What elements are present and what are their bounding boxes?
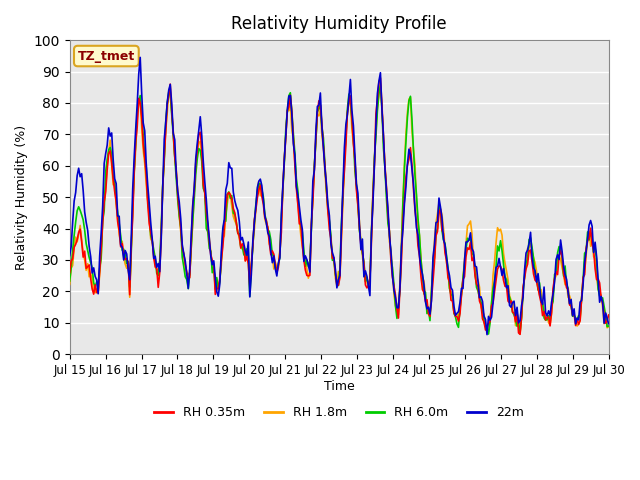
- Text: TZ_tmet: TZ_tmet: [77, 49, 135, 62]
- RH 1.8m: [244, 249, 252, 255]
- RH 6.0m: [376, 83, 384, 89]
- RH 6.0m: [484, 331, 492, 337]
- RH 1.8m: [66, 281, 74, 287]
- 22m: [132, 126, 140, 132]
- RH 0.35m: [132, 139, 140, 144]
- RH 1.8m: [578, 295, 586, 300]
- Line: 22m: 22m: [70, 58, 609, 335]
- RH 6.0m: [227, 195, 234, 201]
- 22m: [255, 178, 262, 184]
- RH 1.8m: [253, 188, 261, 193]
- Line: RH 6.0m: RH 6.0m: [70, 86, 609, 334]
- RH 6.0m: [66, 278, 74, 284]
- RH 1.8m: [301, 255, 309, 261]
- 22m: [136, 55, 144, 60]
- Legend: RH 0.35m, RH 1.8m, RH 6.0m, 22m: RH 0.35m, RH 1.8m, RH 6.0m, 22m: [149, 401, 529, 424]
- RH 6.0m: [132, 138, 140, 144]
- Title: Relativity Humidity Profile: Relativity Humidity Profile: [231, 15, 447, 33]
- RH 1.8m: [227, 191, 234, 197]
- 22m: [66, 252, 74, 258]
- RH 1.8m: [605, 324, 612, 330]
- RH 6.0m: [253, 189, 261, 195]
- X-axis label: Time: Time: [324, 380, 355, 393]
- RH 0.35m: [253, 195, 261, 201]
- RH 1.8m: [516, 331, 524, 337]
- 22m: [228, 166, 236, 171]
- 22m: [246, 294, 253, 300]
- RH 0.35m: [301, 267, 309, 273]
- Y-axis label: Relativity Humidity (%): Relativity Humidity (%): [15, 124, 28, 270]
- Line: RH 0.35m: RH 0.35m: [70, 78, 609, 335]
- RH 1.8m: [132, 146, 140, 152]
- RH 0.35m: [244, 261, 252, 267]
- 22m: [303, 257, 310, 263]
- RH 0.35m: [227, 192, 234, 198]
- RH 6.0m: [605, 323, 612, 329]
- RH 1.8m: [376, 81, 384, 87]
- RH 6.0m: [301, 264, 309, 269]
- RH 6.0m: [578, 295, 586, 301]
- RH 0.35m: [516, 332, 524, 337]
- 22m: [483, 332, 491, 337]
- 22m: [578, 298, 586, 303]
- RH 6.0m: [244, 256, 252, 262]
- 22m: [605, 321, 612, 327]
- RH 0.35m: [66, 270, 74, 276]
- RH 0.35m: [376, 75, 384, 81]
- Line: RH 1.8m: RH 1.8m: [70, 84, 609, 334]
- RH 0.35m: [578, 295, 586, 301]
- RH 0.35m: [605, 312, 612, 318]
